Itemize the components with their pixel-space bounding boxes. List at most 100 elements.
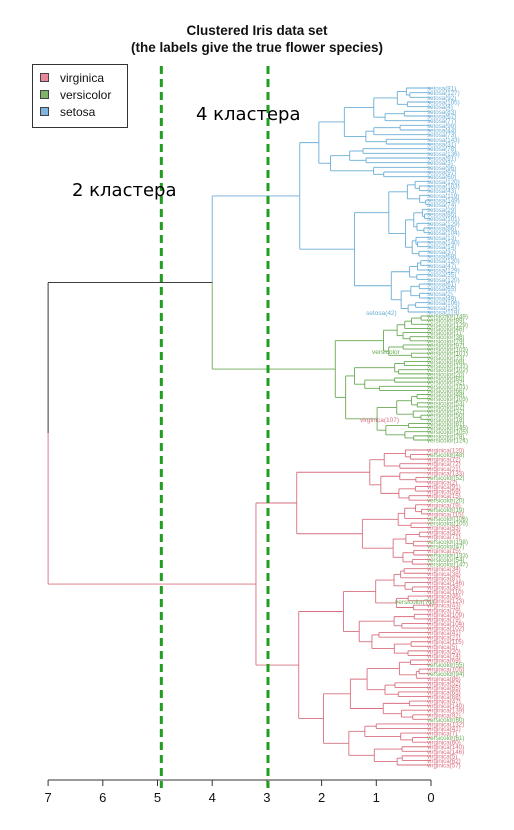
leaf-label-6: setosa(67) <box>427 114 456 121</box>
leaf-label-30: setosa(86) <box>427 226 456 233</box>
annotation-four-clusters: 4 кластера <box>196 104 301 125</box>
leaf-label-136: virginica(140) <box>427 703 464 710</box>
x-tick-label-1: 1 <box>373 790 380 805</box>
leaf-label-89: virginica(59) <box>427 489 461 496</box>
leaf-label-93: versicolor(19) <box>427 507 464 514</box>
chart-title: Clustered Iris data set (the labels give… <box>0 22 514 56</box>
leaf-label-57: versicolor(103) <box>427 347 468 354</box>
leaf-label-92: virginica(19) <box>427 502 461 509</box>
leaf-label-37: setosa(120) <box>427 258 460 265</box>
legend-swatch-setosa <box>40 107 49 116</box>
leaf-label-58: versicolor(101) <box>427 351 468 358</box>
leaf-label-17: setosa(96) <box>427 165 456 172</box>
leaf-label-5: setosa(83) <box>427 109 456 116</box>
legend: virginica versicolor setosa <box>32 64 128 128</box>
leaf-label-55: versicolor(79) <box>427 338 464 345</box>
leaf-label-119: virginica(102) <box>427 626 464 633</box>
leaf-label-143: versicolor(61) <box>427 735 464 742</box>
leaf-label-149: virginica(57) <box>427 763 461 770</box>
leaf-label-142: virginica(7) <box>427 731 457 738</box>
x-tick-label-6: 6 <box>99 790 106 805</box>
leaf-label-125: virginica(74) <box>427 653 461 660</box>
leaf-label-70: versicolor(53) <box>427 400 464 407</box>
leaf-label-45: setosa(49) <box>427 296 456 303</box>
leaf-label-26: setosa(29) <box>427 207 456 214</box>
leaf-label-44: setosa(2) <box>427 291 453 298</box>
leaf-label-41: setosa(120) <box>427 277 460 284</box>
leaf-label-104: versicolor(54) <box>427 557 464 564</box>
leaf-label-80: virginica(120) <box>427 448 464 455</box>
title-line-2: (the labels give the true flower species… <box>130 40 384 55</box>
leaf-label-145: virginica(140) <box>427 744 464 751</box>
leaf-label-61: versicolor(137) <box>427 363 468 370</box>
leaf-label-3: setosa(105) <box>427 100 460 107</box>
leaf-label-77: versicolor(105) <box>427 429 468 436</box>
leaf-label-64: versicolor(85) <box>427 376 464 383</box>
leaf-label-141: virginica(41) <box>427 726 461 733</box>
leaf-label-62: versicolor(102) <box>427 367 468 374</box>
leaf-label-48: setosa(119) <box>427 310 459 317</box>
leaf-label-16: setosa(3) <box>427 160 453 167</box>
leaf-label-105: versicolor(147) <box>427 562 468 569</box>
leaf-label-75: versicolor(81) <box>427 421 464 428</box>
leaf-label-82: virginica(72) <box>427 457 461 464</box>
leaf-label-100: versicolor(138) <box>427 539 468 546</box>
leaf-label-71: versicolor(57) <box>427 404 464 411</box>
leaf-label-0: setosa(81) <box>427 86 456 93</box>
leaf-label-23: setosa(119) <box>427 193 459 200</box>
leaf-label-114: virginica(43) <box>427 603 461 610</box>
leaf-label-18: setosa(97) <box>427 170 456 177</box>
leaf-label-11: setosa(143) <box>427 137 460 144</box>
leaf-label-133: virginica(65) <box>427 689 461 696</box>
x-tick-label-0: 0 <box>427 790 434 805</box>
leaf-label-128: virginica(105) <box>427 667 464 674</box>
leaf-label-126: virginica(69) <box>427 658 461 665</box>
leaf-label-98: virginica(33) <box>427 530 461 537</box>
legend-label-versicolor: versicolor <box>60 88 112 102</box>
label-versicolor: versicolor <box>372 349 401 356</box>
leaf-label-144: virginica(60) <box>427 740 461 747</box>
leaf-label-25: setosa(74) <box>427 202 456 209</box>
leaf-label-84: virginica(21) <box>427 466 461 473</box>
leaf-label-86: versicolor(52) <box>427 475 464 482</box>
leaf-label-27: setosa(85) <box>427 212 456 219</box>
label-virginica-107: virginica(107) <box>360 417 399 424</box>
leaf-label-21: setosa(103) <box>427 184 460 191</box>
leaf-label-22: setosa(43) <box>427 188 456 195</box>
leaf-label-95: versicolor(106) <box>427 516 468 523</box>
x-tick-label-2: 2 <box>318 790 325 805</box>
leaf-label-1: setosa(127) <box>427 90 460 97</box>
leaf-label-112: virginica(46) <box>427 594 461 601</box>
leaf-label-118: virginica(104) <box>427 621 464 628</box>
leaf-label-24: setosa(149) <box>427 198 460 205</box>
leaf-label-12: setosa(31) <box>427 142 456 149</box>
leaf-label-122: virginica(115) <box>427 639 464 646</box>
leaf-label-140: virginica(132) <box>427 721 464 728</box>
leaf-label-73: versicolor(50) <box>427 413 464 420</box>
leaf-label-54: versicolor(38) <box>427 334 464 341</box>
leaf-label-148: virginica(62) <box>427 758 461 765</box>
leaf-label-79: versicolor(124) <box>427 438 468 445</box>
leaf-label-39: setosa(129) <box>427 268 460 275</box>
annotation-two-clusters: 2 кластера <box>72 180 177 201</box>
leaf-label-131: virginica(52) <box>427 680 461 687</box>
leaf-label-69: versicolor(103) <box>427 396 468 403</box>
leaf-label-33: setosa(140) <box>427 240 460 247</box>
leaf-label-97: virginica(53) <box>427 525 461 532</box>
leaf-label-31: setosa(104) <box>427 230 460 237</box>
x-tick-label-5: 5 <box>154 790 161 805</box>
leaf-label-96: versicolor(105) <box>427 521 468 528</box>
leaf-label-103: versicolor(133) <box>427 553 468 560</box>
leaf-label-20: setosa(120) <box>427 179 460 186</box>
leaf-label-123: virginica(5) <box>427 644 457 651</box>
leaf-label-46: setosa(106) <box>427 300 460 307</box>
leaf-label-94: virginica(115) <box>427 511 464 518</box>
leaf-label-127: versicolor(55) <box>427 662 464 669</box>
leaf-label-130: virginica(86) <box>427 676 461 683</box>
leaf-label-135: virginica(47) <box>427 699 461 706</box>
leaf-label-134: virginica(88) <box>427 694 461 701</box>
leaf-label-111: virginica(110) <box>427 589 464 596</box>
leaf-label-106: virginica(34) <box>427 566 461 573</box>
leaf-label-19: setosa(60) <box>427 174 456 181</box>
leaf-label-65: versicolor(32) <box>427 380 464 387</box>
